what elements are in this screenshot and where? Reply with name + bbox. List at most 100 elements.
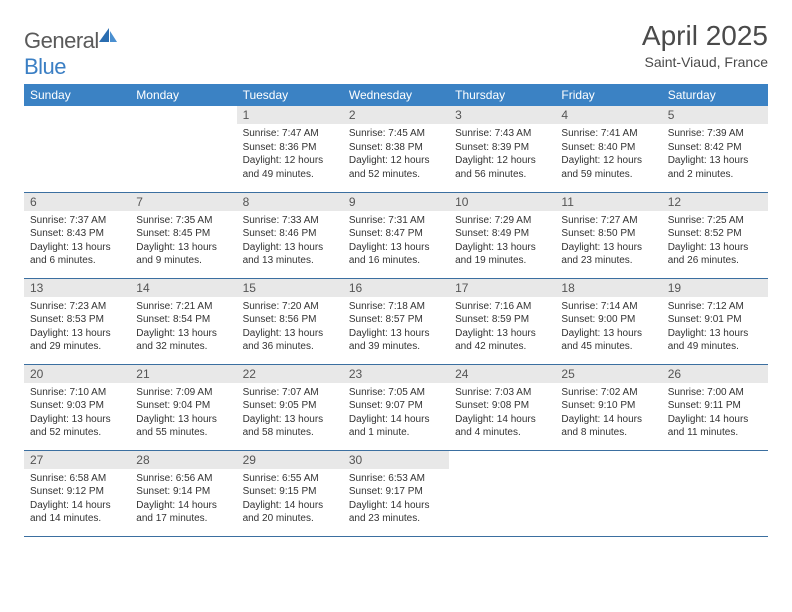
calendar-day-cell	[555, 450, 661, 536]
day-details: Sunrise: 7:02 AMSunset: 9:10 PMDaylight:…	[555, 383, 661, 444]
day-number: 15	[237, 279, 343, 297]
weekday-header: Saturday	[662, 84, 768, 106]
day-details: Sunrise: 7:20 AMSunset: 8:56 PMDaylight:…	[237, 297, 343, 358]
calendar-header-row: SundayMondayTuesdayWednesdayThursdayFrid…	[24, 84, 768, 106]
calendar-day-cell: 27Sunrise: 6:58 AMSunset: 9:12 PMDayligh…	[24, 450, 130, 536]
day-details: Sunrise: 7:18 AMSunset: 8:57 PMDaylight:…	[343, 297, 449, 358]
calendar-day-cell: 12Sunrise: 7:25 AMSunset: 8:52 PMDayligh…	[662, 192, 768, 278]
day-number: 7	[130, 193, 236, 211]
day-number: 12	[662, 193, 768, 211]
day-number: 3	[449, 106, 555, 124]
day-details: Sunrise: 6:55 AMSunset: 9:15 PMDaylight:…	[237, 469, 343, 530]
day-details: Sunrise: 7:31 AMSunset: 8:47 PMDaylight:…	[343, 211, 449, 272]
day-number: 16	[343, 279, 449, 297]
day-details: Sunrise: 7:09 AMSunset: 9:04 PMDaylight:…	[130, 383, 236, 444]
calendar-week-row: 20Sunrise: 7:10 AMSunset: 9:03 PMDayligh…	[24, 364, 768, 450]
day-number: 8	[237, 193, 343, 211]
day-details: Sunrise: 7:00 AMSunset: 9:11 PMDaylight:…	[662, 383, 768, 444]
weekday-header: Friday	[555, 84, 661, 106]
logo: GeneralBlue	[24, 26, 119, 80]
calendar-day-cell: 19Sunrise: 7:12 AMSunset: 9:01 PMDayligh…	[662, 278, 768, 364]
day-number: 23	[343, 365, 449, 383]
day-number: 4	[555, 106, 661, 124]
calendar-day-cell: 8Sunrise: 7:33 AMSunset: 8:46 PMDaylight…	[237, 192, 343, 278]
calendar-day-cell	[449, 450, 555, 536]
title-block: April 2025 Saint-Viaud, France	[642, 20, 768, 78]
day-number: 18	[555, 279, 661, 297]
calendar-day-cell: 21Sunrise: 7:09 AMSunset: 9:04 PMDayligh…	[130, 364, 236, 450]
day-number: 11	[555, 193, 661, 211]
day-details: Sunrise: 7:45 AMSunset: 8:38 PMDaylight:…	[343, 124, 449, 185]
calendar-day-cell: 24Sunrise: 7:03 AMSunset: 9:08 PMDayligh…	[449, 364, 555, 450]
calendar-day-cell: 28Sunrise: 6:56 AMSunset: 9:14 PMDayligh…	[130, 450, 236, 536]
logo-text-blue: Blue	[24, 54, 66, 79]
day-number: 2	[343, 106, 449, 124]
calendar-day-cell: 25Sunrise: 7:02 AMSunset: 9:10 PMDayligh…	[555, 364, 661, 450]
day-details: Sunrise: 7:03 AMSunset: 9:08 PMDaylight:…	[449, 383, 555, 444]
day-number: 24	[449, 365, 555, 383]
calendar-day-cell: 20Sunrise: 7:10 AMSunset: 9:03 PMDayligh…	[24, 364, 130, 450]
day-details: Sunrise: 7:10 AMSunset: 9:03 PMDaylight:…	[24, 383, 130, 444]
calendar-day-cell: 29Sunrise: 6:55 AMSunset: 9:15 PMDayligh…	[237, 450, 343, 536]
day-number: 30	[343, 451, 449, 469]
day-details: Sunrise: 6:58 AMSunset: 9:12 PMDaylight:…	[24, 469, 130, 530]
calendar-day-cell: 14Sunrise: 7:21 AMSunset: 8:54 PMDayligh…	[130, 278, 236, 364]
day-number: 20	[24, 365, 130, 383]
calendar-day-cell: 18Sunrise: 7:14 AMSunset: 9:00 PMDayligh…	[555, 278, 661, 364]
weekday-header: Thursday	[449, 84, 555, 106]
calendar-day-cell: 13Sunrise: 7:23 AMSunset: 8:53 PMDayligh…	[24, 278, 130, 364]
calendar-day-cell: 1Sunrise: 7:47 AMSunset: 8:36 PMDaylight…	[237, 106, 343, 192]
calendar-week-row: 27Sunrise: 6:58 AMSunset: 9:12 PMDayligh…	[24, 450, 768, 536]
calendar-day-cell: 16Sunrise: 7:18 AMSunset: 8:57 PMDayligh…	[343, 278, 449, 364]
calendar-week-row: 13Sunrise: 7:23 AMSunset: 8:53 PMDayligh…	[24, 278, 768, 364]
day-details: Sunrise: 7:41 AMSunset: 8:40 PMDaylight:…	[555, 124, 661, 185]
day-details: Sunrise: 6:56 AMSunset: 9:14 PMDaylight:…	[130, 469, 236, 530]
header: GeneralBlue April 2025 Saint-Viaud, Fran…	[24, 20, 768, 80]
day-details: Sunrise: 7:21 AMSunset: 8:54 PMDaylight:…	[130, 297, 236, 358]
location-subtitle: Saint-Viaud, France	[642, 54, 768, 70]
day-number: 17	[449, 279, 555, 297]
calendar-week-row: 6Sunrise: 7:37 AMSunset: 8:43 PMDaylight…	[24, 192, 768, 278]
calendar-day-cell: 11Sunrise: 7:27 AMSunset: 8:50 PMDayligh…	[555, 192, 661, 278]
calendar-day-cell: 9Sunrise: 7:31 AMSunset: 8:47 PMDaylight…	[343, 192, 449, 278]
day-number: 5	[662, 106, 768, 124]
day-details: Sunrise: 7:12 AMSunset: 9:01 PMDaylight:…	[662, 297, 768, 358]
calendar-day-cell	[662, 450, 768, 536]
calendar-day-cell: 3Sunrise: 7:43 AMSunset: 8:39 PMDaylight…	[449, 106, 555, 192]
calendar-day-cell: 7Sunrise: 7:35 AMSunset: 8:45 PMDaylight…	[130, 192, 236, 278]
calendar-day-cell: 15Sunrise: 7:20 AMSunset: 8:56 PMDayligh…	[237, 278, 343, 364]
day-details: Sunrise: 7:33 AMSunset: 8:46 PMDaylight:…	[237, 211, 343, 272]
day-number: 14	[130, 279, 236, 297]
day-number: 9	[343, 193, 449, 211]
day-number: 1	[237, 106, 343, 124]
calendar-day-cell	[130, 106, 236, 192]
day-number: 26	[662, 365, 768, 383]
calendar-table: SundayMondayTuesdayWednesdayThursdayFrid…	[24, 84, 768, 537]
day-number: 19	[662, 279, 768, 297]
weekday-header: Sunday	[24, 84, 130, 106]
calendar-day-cell: 4Sunrise: 7:41 AMSunset: 8:40 PMDaylight…	[555, 106, 661, 192]
day-details: Sunrise: 7:27 AMSunset: 8:50 PMDaylight:…	[555, 211, 661, 272]
day-details: Sunrise: 7:05 AMSunset: 9:07 PMDaylight:…	[343, 383, 449, 444]
weekday-header: Monday	[130, 84, 236, 106]
day-number: 25	[555, 365, 661, 383]
day-details: Sunrise: 7:43 AMSunset: 8:39 PMDaylight:…	[449, 124, 555, 185]
calendar-day-cell: 30Sunrise: 6:53 AMSunset: 9:17 PMDayligh…	[343, 450, 449, 536]
day-details: Sunrise: 7:07 AMSunset: 9:05 PMDaylight:…	[237, 383, 343, 444]
calendar-day-cell: 10Sunrise: 7:29 AMSunset: 8:49 PMDayligh…	[449, 192, 555, 278]
day-details: Sunrise: 7:29 AMSunset: 8:49 PMDaylight:…	[449, 211, 555, 272]
day-number: 28	[130, 451, 236, 469]
day-details: Sunrise: 7:39 AMSunset: 8:42 PMDaylight:…	[662, 124, 768, 185]
calendar-body: 1Sunrise: 7:47 AMSunset: 8:36 PMDaylight…	[24, 106, 768, 536]
logo-sail-icon	[97, 26, 119, 44]
day-details: Sunrise: 6:53 AMSunset: 9:17 PMDaylight:…	[343, 469, 449, 530]
calendar-day-cell: 26Sunrise: 7:00 AMSunset: 9:11 PMDayligh…	[662, 364, 768, 450]
weekday-header: Tuesday	[237, 84, 343, 106]
day-number: 27	[24, 451, 130, 469]
calendar-day-cell: 17Sunrise: 7:16 AMSunset: 8:59 PMDayligh…	[449, 278, 555, 364]
calendar-day-cell: 23Sunrise: 7:05 AMSunset: 9:07 PMDayligh…	[343, 364, 449, 450]
page-title: April 2025	[642, 20, 768, 52]
day-details: Sunrise: 7:47 AMSunset: 8:36 PMDaylight:…	[237, 124, 343, 185]
weekday-header: Wednesday	[343, 84, 449, 106]
day-details: Sunrise: 7:35 AMSunset: 8:45 PMDaylight:…	[130, 211, 236, 272]
